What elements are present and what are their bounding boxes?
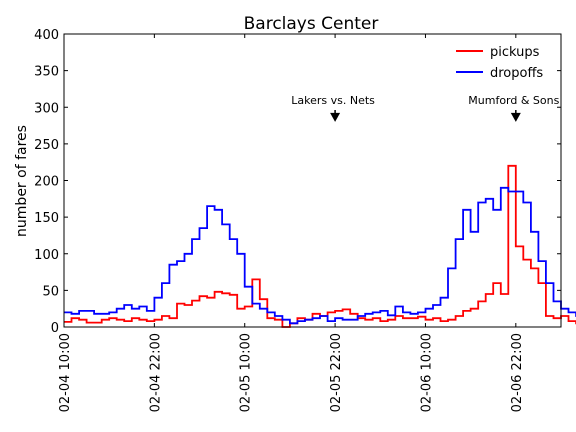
y-tick-label: 400 bbox=[34, 28, 59, 43]
annotation-label: Mumford & Sons bbox=[468, 94, 559, 107]
annotation-arrowhead bbox=[330, 112, 341, 122]
annotation-arrowhead bbox=[510, 112, 521, 122]
y-tick-label: 50 bbox=[42, 284, 59, 299]
y-tick-label: 0 bbox=[51, 321, 59, 336]
legend-label-pickups: pickups bbox=[490, 45, 540, 60]
y-axis-ticks: 0 50 100 150 200 250 300 350 400 bbox=[34, 28, 561, 336]
x-axis-ticks: 02-04 10:00 02-04 22:00 02-05 10:00 02-05 2… bbox=[58, 34, 525, 412]
y-axis-label: number of fares bbox=[14, 125, 30, 237]
y-tick-label: 150 bbox=[34, 211, 59, 226]
x-tick-label: 02-06 22:00 bbox=[510, 333, 525, 412]
annotation-label: Lakers vs. Nets bbox=[291, 94, 375, 107]
legend: pickups dropoffs bbox=[456, 45, 543, 81]
y-tick-label: 200 bbox=[34, 175, 59, 190]
y-tick-label: 300 bbox=[34, 101, 59, 116]
x-tick-label: 02-05 22:00 bbox=[329, 333, 344, 412]
y-tick-label: 100 bbox=[34, 248, 59, 263]
plot-lines bbox=[64, 164, 576, 328]
x-tick-label: 02-06 10:00 bbox=[419, 333, 434, 412]
series-line-pickups bbox=[64, 164, 576, 328]
y-tick-label: 250 bbox=[34, 138, 59, 153]
legend-label-dropoffs: dropoffs bbox=[490, 66, 543, 81]
x-tick-label: 02-04 10:00 bbox=[58, 333, 73, 412]
plot-frame bbox=[63, 33, 562, 328]
y-tick-label: 350 bbox=[34, 65, 59, 80]
annotations: Lakers vs. Nets Mumford & Sons bbox=[291, 94, 560, 122]
chart-title: Barclays Center bbox=[244, 14, 379, 34]
x-tick-label: 02-05 10:00 bbox=[239, 333, 254, 412]
series-line-dropoffs bbox=[64, 186, 576, 325]
x-tick-label: 02-04 22:00 bbox=[148, 333, 163, 412]
